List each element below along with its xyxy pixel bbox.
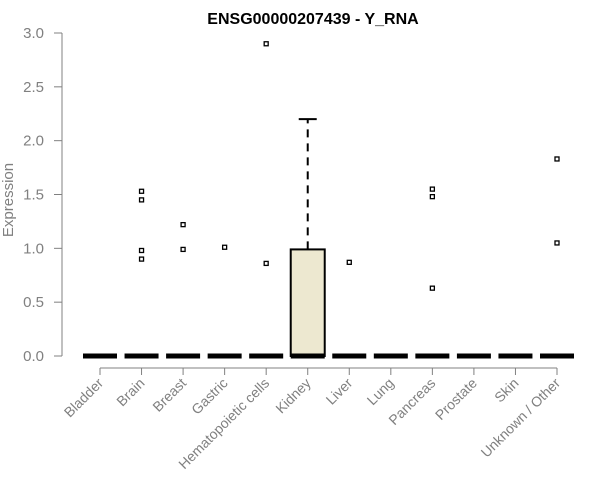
x-tick-label: Kidney bbox=[272, 375, 314, 417]
y-tick-label: 3.0 bbox=[23, 25, 44, 42]
outlier-point bbox=[263, 41, 269, 47]
outlier-point bbox=[554, 240, 560, 246]
box-unknown-other bbox=[540, 156, 574, 359]
x-tick-label: Brain bbox=[113, 375, 147, 409]
y-axis-label: Expression bbox=[0, 163, 17, 237]
box-gastric bbox=[207, 244, 242, 359]
box-liver bbox=[332, 259, 367, 359]
outlier-point bbox=[346, 259, 352, 265]
outlier-point bbox=[138, 256, 145, 262]
x-tick-label: Lung bbox=[364, 375, 397, 408]
x-tick-label: Prostate bbox=[432, 375, 480, 423]
outlier-point bbox=[429, 285, 436, 291]
outlier-point bbox=[138, 247, 145, 254]
x-tick-label: Skin bbox=[491, 375, 522, 406]
y-tick-label: 1.5 bbox=[23, 187, 44, 204]
x-tick-label: Unknown / Other bbox=[478, 375, 564, 461]
y-tick-label: 0.5 bbox=[23, 294, 44, 311]
x-tick-label: Breast bbox=[149, 375, 189, 415]
y-tick-label: 1.0 bbox=[23, 240, 44, 257]
y-tick-label: 0.0 bbox=[23, 348, 44, 365]
y-tick-label: 2.5 bbox=[23, 79, 44, 96]
boxes-group bbox=[83, 41, 574, 359]
box-breast bbox=[166, 221, 201, 359]
x-tick-label: Bladder bbox=[61, 375, 107, 421]
outlier-point bbox=[429, 186, 436, 192]
outlier-point bbox=[180, 246, 186, 253]
outlier-point bbox=[138, 188, 145, 194]
x-tick-label: Liver bbox=[323, 375, 356, 408]
box-body bbox=[289, 248, 326, 357]
outlier-point bbox=[429, 194, 436, 200]
box-brain bbox=[124, 188, 159, 359]
outlier-point bbox=[180, 221, 186, 228]
y-tick-label: 2.0 bbox=[23, 133, 44, 150]
outlier-point bbox=[554, 156, 560, 162]
outlier-point bbox=[221, 244, 228, 250]
y-axis: 0.0 0.5 1.0 1.5 2.0 2.5 3.0 bbox=[23, 25, 63, 365]
box-kidney bbox=[289, 118, 326, 359]
chart-title: ENSG00000207439 - Y_RNA bbox=[207, 11, 419, 28]
box-pancreas bbox=[415, 186, 450, 359]
outlier-point bbox=[138, 197, 145, 203]
box-hematopoietic-cells bbox=[249, 41, 284, 359]
outlier-point bbox=[263, 260, 269, 267]
